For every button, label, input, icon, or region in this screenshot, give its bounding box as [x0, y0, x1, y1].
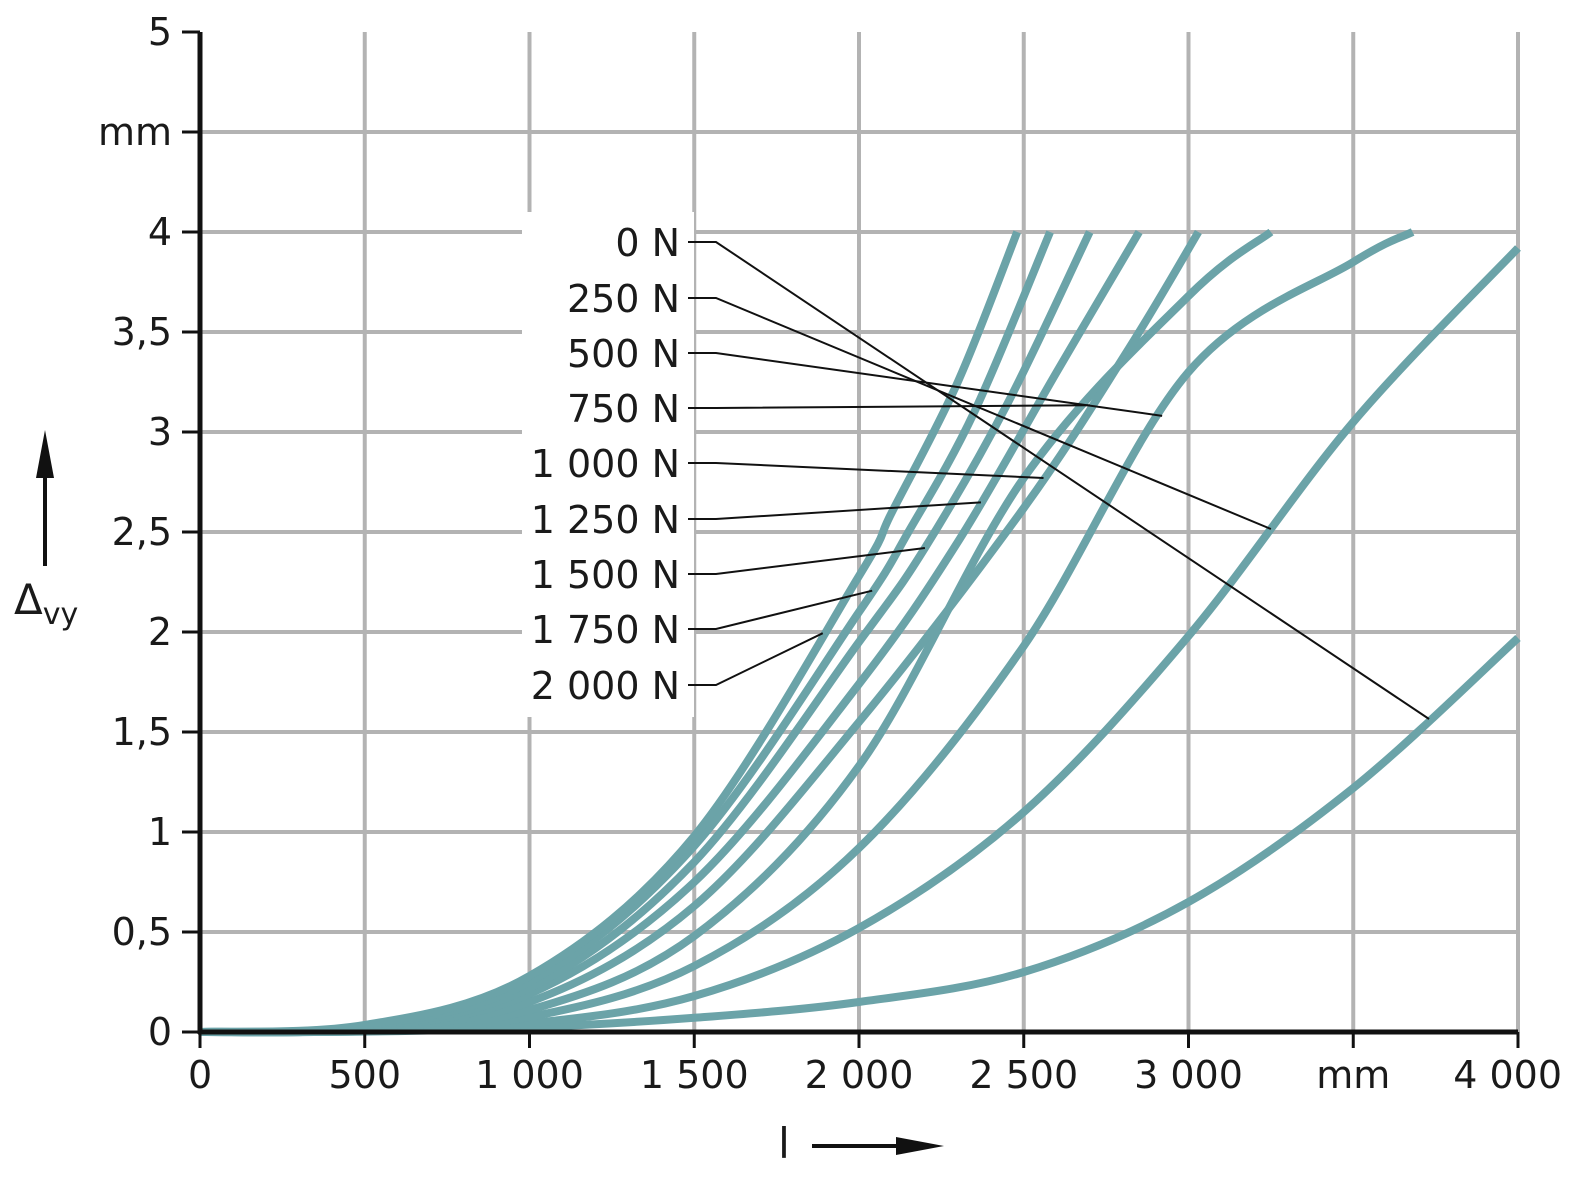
legend-label: 1 750 N — [531, 608, 680, 652]
x-tick-label: 2 500 — [969, 1053, 1078, 1097]
y-tick-label: 0 — [148, 1010, 172, 1054]
legend-leader-line — [688, 241, 1430, 720]
y-tick-label: 1 — [148, 810, 172, 854]
x-tick-label: 2 000 — [805, 1053, 914, 1097]
legend-leader-line — [688, 462, 1044, 479]
x-unit-label: mm — [1316, 1053, 1390, 1097]
legend-label: 1 000 N — [531, 442, 680, 486]
y-tick-label: 3,5 — [112, 310, 172, 354]
x-tick-label: 1 000 — [475, 1053, 584, 1097]
legend-leader-line — [688, 404, 1090, 409]
x-tick-label: 3 000 — [1134, 1053, 1243, 1097]
legend-leader-line — [688, 297, 1272, 530]
y-axis-label: Δvy — [14, 575, 78, 632]
legend-label: 1 250 N — [531, 498, 680, 542]
y-tick-label: 1,5 — [112, 710, 172, 754]
y-tick-label: 3 — [148, 410, 172, 454]
series-line — [199, 230, 1021, 1036]
legend-label: 750 N — [567, 387, 680, 431]
legend-label: 1 500 N — [531, 553, 680, 597]
legend-leader-line — [688, 632, 824, 686]
x-axis-arrow-head — [896, 1137, 944, 1155]
x-tick-label: 500 — [328, 1053, 401, 1097]
legend-label: 500 N — [567, 332, 680, 376]
y-tick-label: 4 — [148, 210, 172, 254]
y-axis-label-subscript: vy — [43, 597, 79, 632]
y-unit-label: mm — [98, 110, 172, 154]
y-axis-arrow-head — [36, 430, 54, 478]
legend-leader-line — [688, 589, 873, 630]
legend-leader-line — [688, 352, 1163, 417]
x-tick-label: 4 000 — [1453, 1053, 1562, 1097]
y-tick-label: 0,5 — [112, 910, 172, 954]
legend-label: 250 N — [567, 277, 680, 321]
x-tick-label: 0 — [188, 1053, 212, 1097]
legend-leader-line — [688, 547, 926, 575]
x-tick-label: 1 500 — [640, 1053, 749, 1097]
y-tick-label: 2 — [148, 610, 172, 654]
legend-backdrop — [522, 212, 694, 717]
y-tick-label: 2,5 — [112, 510, 172, 554]
y-tick-label: 5 — [148, 10, 172, 54]
legend-label: 0 N — [615, 221, 680, 265]
x-axis-label: l — [778, 1119, 790, 1168]
legend-label: 2 000 N — [531, 664, 680, 708]
y-axis-label-symbol: Δ — [14, 575, 43, 624]
legend-leader-line — [688, 501, 981, 520]
